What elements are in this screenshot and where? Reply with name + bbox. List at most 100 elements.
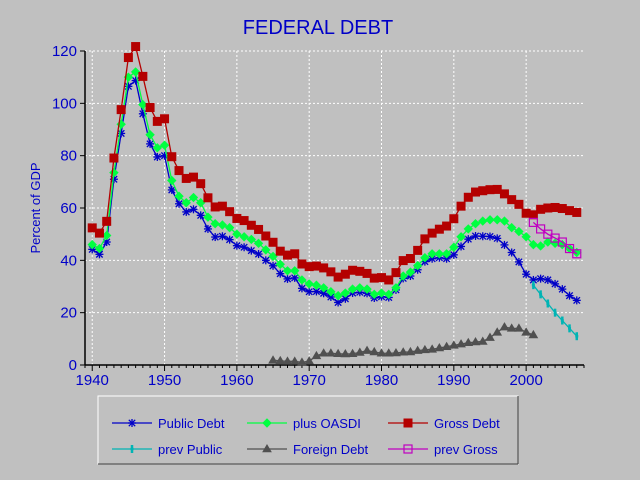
data-point-foreign-debt [297, 357, 307, 366]
data-point-plus-oasdi [217, 220, 228, 230]
data-point-gross-debt [116, 105, 126, 115]
data-point-prev-public [553, 308, 557, 317]
data-point-public-debt [565, 291, 574, 300]
data-point-foreign-debt [448, 340, 459, 349]
legend-label-plus-oasdi: plus OASDI [293, 416, 361, 431]
x-tick-label: 1940 [76, 372, 109, 389]
legend-marker-plus-oasdi [262, 418, 272, 428]
data-point-plus-oasdi [521, 232, 531, 242]
data-point-gross-debt [499, 189, 509, 199]
x-tick-label: 1970 [293, 372, 326, 389]
data-point-foreign-debt [275, 355, 286, 365]
data-point-plus-oasdi [557, 239, 568, 250]
data-point-plus-oasdi [333, 290, 343, 301]
data-point-gross-debt [167, 152, 177, 162]
data-point-prev-public [568, 324, 572, 333]
data-point-public-debt [471, 231, 480, 240]
data-point-gross-debt [268, 237, 278, 247]
legend-label-prev-public: prev Public [158, 442, 223, 457]
data-point-plus-oasdi [405, 267, 416, 277]
data-point-prev-public [531, 281, 535, 290]
data-point-public-debt [341, 294, 350, 303]
data-point-gross-debt [109, 153, 119, 163]
data-point-plus-oasdi [398, 271, 408, 281]
data-point-plus-oasdi [181, 198, 191, 208]
data-point-foreign-debt [499, 322, 510, 331]
data-point-foreign-debt [514, 323, 524, 332]
data-point-prev-public [539, 290, 543, 299]
data-point-plus-oasdi [275, 259, 285, 269]
data-point-foreign-debt [528, 329, 539, 339]
data-point-foreign-debt [362, 345, 372, 354]
data-point-public-debt [464, 235, 473, 244]
series-prev-public [531, 281, 579, 341]
data-point-plus-oasdi [311, 280, 322, 290]
y-tick-label: 20 [60, 305, 77, 322]
data-point-foreign-debt [311, 350, 322, 360]
data-point-plus-oasdi [412, 260, 423, 271]
data-point-public-debt [196, 211, 205, 220]
legend-marker-prev-public [130, 445, 134, 453]
data-point-gross-debt [384, 275, 394, 285]
legend-entry-plus-oasdi: plus OASDI [247, 416, 361, 431]
data-point-gross-debt [196, 179, 206, 189]
data-point-gross-debt [362, 268, 372, 278]
data-point-public-debt [167, 185, 176, 194]
data-point-foreign-debt [506, 323, 517, 332]
x-tick-label: 1950 [148, 372, 181, 389]
data-point-plus-oasdi [145, 130, 155, 140]
data-point-public-debt [218, 232, 227, 241]
data-point-public-debt [225, 235, 234, 244]
data-point-public-debt [261, 256, 270, 265]
data-point-plus-oasdi [188, 192, 199, 203]
legend-label-foreign-debt: Foreign Debt [293, 442, 369, 457]
data-point-gross-debt [102, 216, 112, 226]
data-point-public-debt [297, 284, 306, 293]
data-point-plus-oasdi [138, 99, 148, 110]
data-point-gross-debt [405, 254, 415, 264]
data-point-foreign-debt [521, 327, 532, 336]
data-point-plus-oasdi [463, 224, 473, 234]
data-point-plus-oasdi [441, 249, 452, 259]
data-point-public-debt [276, 269, 285, 278]
data-point-public-debt [95, 250, 104, 259]
data-point-public-debt [558, 285, 567, 294]
data-point-plus-oasdi [253, 238, 264, 249]
data-point-public-debt [211, 233, 220, 242]
legend-marker-foreign-debt [262, 444, 272, 453]
data-point-plus-oasdi [470, 218, 481, 229]
data-point-plus-oasdi [87, 239, 97, 250]
data-point-gross-debt [239, 216, 249, 226]
data-point-plus-oasdi [485, 215, 495, 225]
data-point-foreign-debt [456, 339, 466, 348]
data-point-plus-oasdi [326, 287, 336, 297]
series-prev-gross [528, 217, 582, 259]
data-point-plus-oasdi [514, 226, 524, 237]
data-point-foreign-debt [383, 348, 394, 357]
data-point-public-debt [153, 152, 162, 161]
data-point-public-debt [493, 234, 502, 243]
legend-entry-gross-debt: Gross Debt [388, 416, 500, 431]
data-point-foreign-debt [289, 356, 300, 365]
data-point-foreign-debt [470, 336, 481, 346]
data-point-public-debt [146, 139, 155, 148]
data-point-gross-debt [420, 234, 430, 244]
data-point-gross-debt [138, 71, 148, 81]
data-point-foreign-debt [376, 348, 387, 357]
data-point-plus-oasdi [210, 218, 220, 229]
data-point-gross-debt [261, 231, 271, 241]
data-point-gross-debt [514, 199, 524, 209]
data-point-plus-oasdi [456, 232, 466, 242]
y-tick-label: 60 [60, 200, 77, 217]
data-point-foreign-debt [369, 346, 380, 356]
x-tick-label: 1990 [437, 372, 470, 389]
data-point-public-debt [175, 199, 184, 208]
data-point-plus-oasdi [528, 239, 539, 250]
data-point-gross-debt [174, 166, 184, 176]
legend-label-gross-debt: Gross Debt [434, 416, 500, 431]
data-point-foreign-debt [354, 347, 365, 356]
data-point-plus-oasdi [224, 222, 235, 233]
data-point-plus-oasdi [152, 143, 163, 153]
data-point-foreign-debt [268, 355, 278, 364]
